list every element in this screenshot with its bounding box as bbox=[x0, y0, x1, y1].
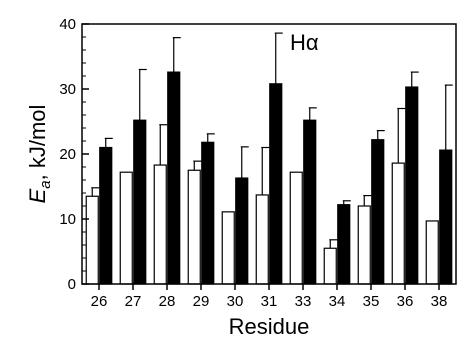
y-axis: 0 10 20 30 40 bbox=[59, 16, 89, 293]
bar-filled-29 bbox=[201, 141, 215, 285]
x-tick-label: 33 bbox=[295, 293, 312, 310]
bar-filled-31 bbox=[269, 83, 283, 285]
x-tick-label: 28 bbox=[159, 293, 176, 310]
bars-layer bbox=[85, 32, 453, 285]
bar-filled-34 bbox=[337, 204, 351, 285]
bar-open-38 bbox=[425, 220, 439, 285]
bar-open-31 bbox=[255, 194, 269, 285]
y-tick-label: 10 bbox=[59, 211, 76, 228]
bar-open-26 bbox=[85, 195, 99, 285]
bar-open-33 bbox=[289, 171, 303, 285]
x-tick-label: 29 bbox=[193, 293, 210, 310]
y-axis-label: Ea, kJ/mol bbox=[25, 105, 54, 204]
x-tick-label: 30 bbox=[227, 293, 244, 310]
plot-frame bbox=[81, 23, 457, 285]
bar-open-36 bbox=[391, 162, 405, 285]
x-axis-label: Residue bbox=[229, 314, 310, 339]
bar-filled-36 bbox=[405, 86, 419, 285]
bar-filled-27 bbox=[133, 119, 147, 285]
bar-filled-38 bbox=[439, 149, 453, 285]
bar-open-28 bbox=[153, 164, 167, 285]
x-tick-label: 31 bbox=[261, 293, 278, 310]
bar-open-30 bbox=[221, 211, 235, 285]
chart-annotation: Hα bbox=[290, 30, 319, 55]
bar-filled-33 bbox=[303, 119, 317, 285]
bar-open-35 bbox=[357, 205, 371, 285]
x-tick-label: 34 bbox=[329, 293, 346, 310]
bar-filled-28 bbox=[167, 71, 181, 285]
bar-open-34 bbox=[323, 247, 337, 285]
bar-open-29 bbox=[187, 169, 201, 285]
y-tick-label: 0 bbox=[68, 276, 76, 293]
y-axis-label-units: , kJ/mol bbox=[25, 105, 50, 181]
bar-filled-35 bbox=[371, 139, 385, 285]
x-tick-label: 38 bbox=[431, 293, 448, 310]
x-tick-label: 35 bbox=[363, 293, 380, 310]
y-tick-label: 40 bbox=[59, 16, 76, 33]
x-tick-label: 27 bbox=[125, 293, 142, 310]
x-tick-label: 26 bbox=[91, 293, 108, 310]
x-axis: 26 27 28 29 30 31 33 34 35 36 38 bbox=[91, 284, 448, 310]
bar-filled-30 bbox=[235, 177, 249, 285]
y-tick-label: 20 bbox=[59, 146, 76, 163]
y-axis-label-symbol: E bbox=[25, 188, 50, 203]
bar-filled-26 bbox=[99, 146, 113, 285]
y-axis-label-subscript: a bbox=[37, 180, 54, 188]
bar-open-27 bbox=[119, 171, 133, 285]
y-tick-label: 30 bbox=[59, 81, 76, 98]
x-tick-label: 36 bbox=[397, 293, 414, 310]
